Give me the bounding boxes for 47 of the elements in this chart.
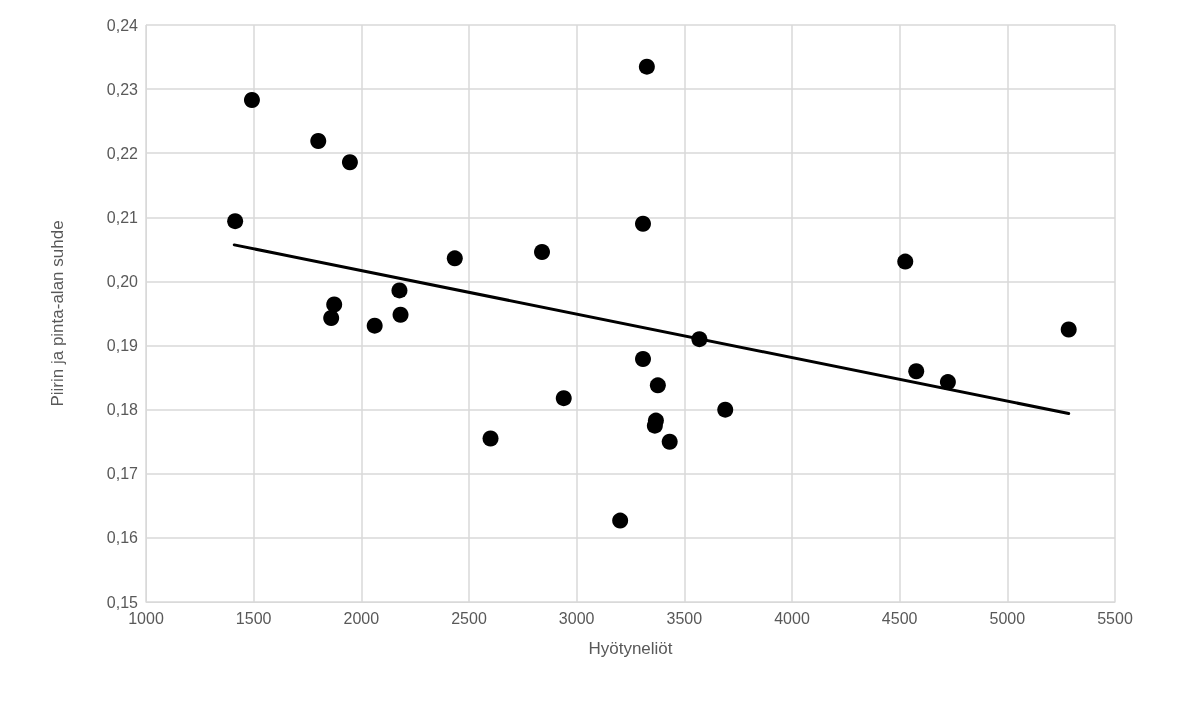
x-tick-label: 3500 [666,609,703,627]
point [391,282,408,299]
y-tick-label: 0,19 [106,337,139,355]
point [661,433,678,450]
point [482,430,499,447]
y-tick-label: 0,15 [106,593,139,611]
point [446,250,463,267]
y-tick-label: 0,21 [106,208,139,226]
y-tick-label: 0,20 [106,272,139,290]
point [323,309,340,326]
point [534,243,550,260]
x-tick-label: 1500 [235,609,272,627]
point [635,215,651,232]
point [691,331,708,348]
y-tick-label: 0,17 [106,465,139,483]
x-axis-title: Hyötyneliöt [588,639,673,658]
point [1060,321,1077,338]
point [939,374,956,391]
y-axis-title: Piirin ja pinta-alan suhde [48,220,67,407]
x-tick-label: 2500 [451,609,487,627]
point [612,512,629,529]
x-tick-label: 4500 [881,609,918,627]
point [649,377,666,394]
point [341,154,358,171]
point [392,306,409,323]
point [555,390,572,407]
point [717,401,734,418]
x-tick-label: 2000 [343,609,380,627]
point [908,363,925,380]
point [310,133,327,150]
x-tick-label: 5000 [989,609,1026,627]
point [227,213,244,230]
y-tick-label: 0,23 [106,80,139,98]
x-tick-label: 1000 [128,609,164,627]
point [326,296,343,313]
point [366,317,383,334]
x-tick-label: 4000 [774,609,810,627]
y-tick-label: 0,16 [106,529,139,547]
point [635,351,651,368]
point [243,92,260,109]
x-tick-label: 3000 [558,609,595,627]
point [897,253,914,270]
x-tick-label: 5500 [1097,609,1133,627]
y-tick-label: 0,18 [106,401,139,419]
y-tick-label: 0,24 [106,16,139,34]
point [638,58,655,75]
y-tick-label: 0,22 [106,144,139,162]
